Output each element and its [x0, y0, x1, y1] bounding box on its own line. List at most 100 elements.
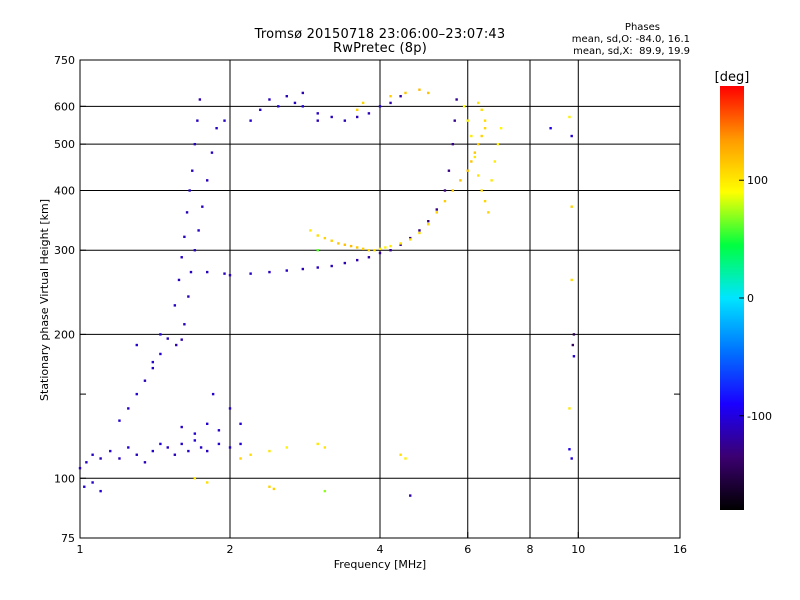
data-point	[85, 461, 88, 464]
data-point	[223, 119, 226, 122]
data-point	[355, 258, 359, 262]
colorbar-label: [deg]	[715, 70, 750, 85]
data-point	[183, 235, 186, 239]
data-point	[239, 422, 242, 426]
colorbar-tick-label: 0	[747, 292, 754, 305]
data-point	[487, 211, 490, 214]
data-point	[301, 267, 305, 271]
grid-layer	[80, 60, 680, 538]
data-point	[193, 432, 197, 435]
data-point	[316, 112, 319, 115]
data-point	[173, 304, 177, 307]
data-point	[180, 442, 183, 446]
data-point	[293, 101, 297, 105]
data-point	[435, 211, 438, 214]
data-point	[249, 272, 252, 275]
data-point	[409, 494, 412, 497]
data-point	[198, 98, 202, 101]
data-point	[285, 446, 288, 449]
y-tick-label: 500	[54, 138, 75, 151]
data-point	[330, 264, 333, 268]
data-point	[480, 189, 483, 192]
data-point	[210, 151, 214, 154]
data-point	[187, 449, 190, 453]
data-point	[217, 429, 221, 432]
y-tick-label: 600	[54, 100, 75, 113]
chart-subtitle: RwPretec (8p)	[333, 41, 427, 56]
data-point	[127, 407, 130, 410]
data-point	[151, 360, 155, 364]
data-point	[180, 425, 183, 429]
data-point	[99, 457, 102, 460]
data-point	[323, 446, 327, 449]
data-point	[572, 333, 576, 336]
data-point	[135, 453, 138, 456]
data-point	[466, 169, 469, 172]
data-point	[228, 273, 232, 277]
data-point	[118, 457, 121, 460]
data-point	[109, 449, 112, 453]
data-point	[177, 278, 181, 282]
x-tick-label: 8	[527, 543, 534, 556]
data-point	[378, 251, 382, 255]
data-point	[118, 419, 121, 422]
x-tick-label: 10	[571, 543, 585, 556]
data-point	[418, 229, 421, 232]
data-point	[459, 179, 462, 182]
data-point	[259, 108, 262, 112]
data-point	[447, 169, 451, 172]
data-point	[443, 189, 447, 192]
data-point	[343, 243, 347, 246]
data-point	[453, 119, 456, 122]
data-point	[316, 234, 319, 237]
data-point	[470, 134, 473, 138]
data-point	[301, 91, 305, 95]
data-point	[135, 392, 138, 396]
stats-line-x: mean, sd,X: 89.9, 19.9	[573, 46, 690, 57]
points-layer	[78, 88, 576, 497]
data-point	[477, 142, 480, 146]
data-point	[151, 366, 155, 370]
data-point	[483, 126, 487, 130]
data-point	[223, 272, 226, 275]
data-point	[159, 352, 162, 356]
data-point	[477, 101, 480, 105]
data-point	[399, 242, 402, 245]
stats-heading: Phases	[624, 22, 660, 33]
data-point	[455, 98, 458, 101]
data-point	[418, 231, 421, 235]
data-point	[159, 442, 162, 446]
data-point	[570, 457, 573, 460]
data-point	[462, 105, 466, 108]
data-point	[389, 249, 392, 252]
data-point	[159, 333, 162, 336]
x-tick-label: 4	[377, 543, 384, 556]
data-point	[323, 489, 327, 493]
x-axis-label: Frequency [MHz]	[334, 558, 426, 571]
data-point	[499, 126, 503, 130]
data-point	[193, 477, 197, 480]
data-point	[285, 269, 288, 272]
data-point	[135, 343, 138, 347]
data-point	[323, 236, 327, 240]
data-point	[217, 442, 221, 446]
data-point	[196, 119, 199, 122]
data-point	[180, 338, 183, 341]
data-point	[78, 466, 82, 470]
data-point	[427, 223, 430, 226]
data-point	[205, 449, 209, 453]
data-point	[480, 134, 483, 138]
data-point	[127, 446, 130, 449]
data-point	[205, 481, 209, 484]
data-point	[143, 379, 147, 382]
data-point	[268, 98, 271, 101]
y-axis-label: Stationary phase Virtual Height [km]	[38, 199, 51, 401]
data-point	[378, 105, 382, 108]
stats-line-o: mean, sd,O: -84.0, 16.1	[571, 34, 690, 45]
data-point	[570, 278, 573, 282]
data-point	[316, 249, 319, 252]
data-point	[193, 439, 197, 442]
data-point	[384, 246, 387, 249]
data-point	[490, 179, 493, 182]
data-point	[493, 160, 497, 163]
